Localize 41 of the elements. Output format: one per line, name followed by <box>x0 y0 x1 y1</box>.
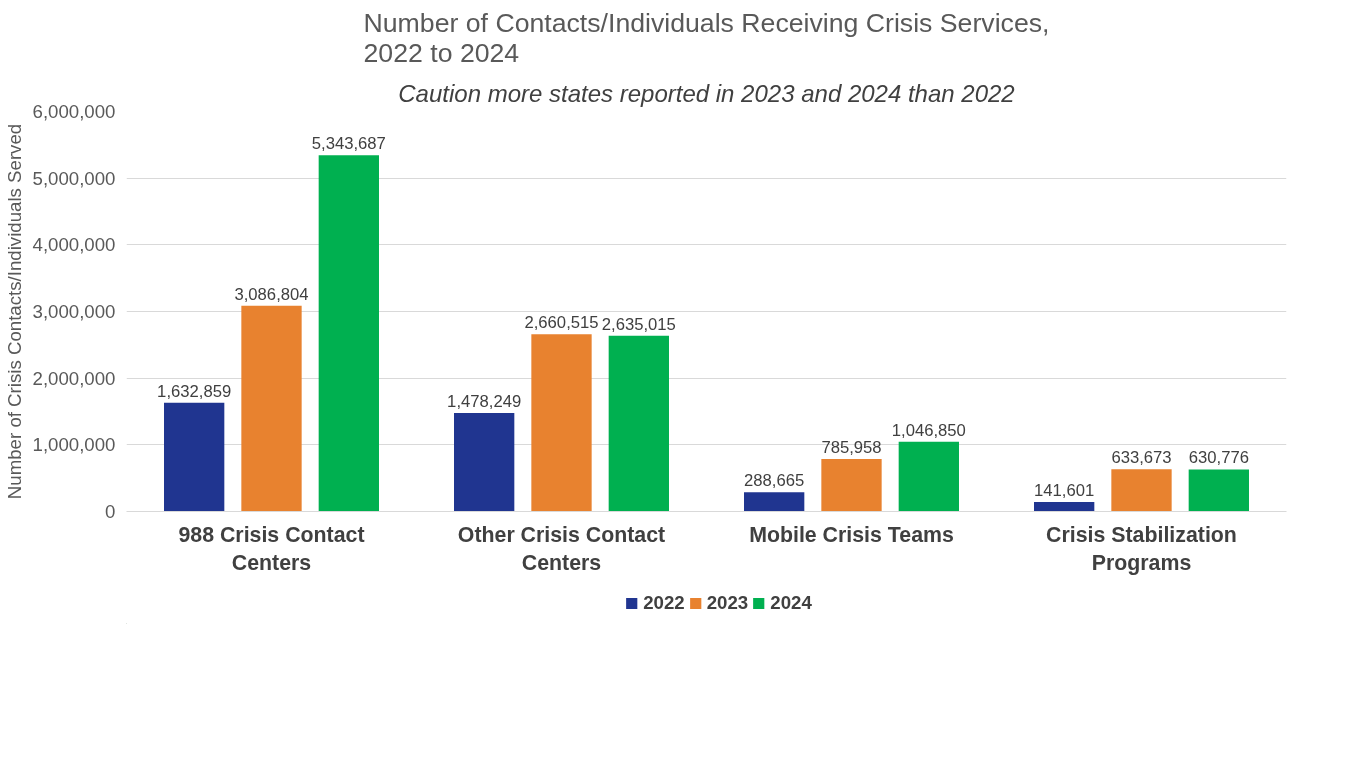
y-tick-label: 4,000,000 <box>32 234 116 256</box>
y-tick-label: 1,000,000 <box>32 434 116 456</box>
y-tick-label: 5,000,000 <box>32 167 116 189</box>
data-label: 3,086,804 <box>234 284 309 304</box>
x-tick-label: Crisis Stabilization Programs <box>1046 522 1237 576</box>
data-label: 785,958 <box>821 438 882 458</box>
chart-subtitle: Caution more states reported in 2023 and 2024 than 2022 <box>398 79 1015 107</box>
bar <box>164 402 225 512</box>
data-label: 2,635,015 <box>601 314 676 334</box>
bar <box>454 412 515 512</box>
data-label: 288,665 <box>744 471 805 491</box>
legend-label: 2024 <box>770 592 812 614</box>
bar <box>744 492 805 512</box>
y-axis-title: Number of Crisis Contacts/Individuals Served <box>3 123 25 500</box>
data-label: 1,632,859 <box>157 381 232 401</box>
bar <box>898 441 959 512</box>
bar <box>1111 469 1172 512</box>
legend-label: 2023 <box>706 592 749 614</box>
data-label: 5,343,687 <box>311 134 386 154</box>
legend-label: 2022 <box>643 592 685 614</box>
bar <box>318 155 379 512</box>
data-label: 2,660,515 <box>524 313 599 333</box>
x-tick-label: Other Crisis Contact Centers <box>457 522 666 576</box>
y-tick-label: 2,000,000 <box>32 367 116 389</box>
data-label: 630,776 <box>1188 448 1249 468</box>
bar <box>1188 469 1249 512</box>
x-tick-label: Mobile Crisis Teams <box>749 522 954 547</box>
bar <box>1034 502 1095 512</box>
x-tick-label: 988 Crisis Contact Centers <box>178 522 365 576</box>
bar <box>241 305 302 512</box>
y-tick-label: 6,000,000 <box>32 101 116 122</box>
data-label: 633,673 <box>1111 448 1172 468</box>
bar <box>821 459 882 512</box>
chart-title: Number of Contacts/Individuals Receiving Crisis Services, 2022 to 2024 <box>363 7 1050 68</box>
bar <box>531 334 592 512</box>
data-label: 1,478,249 <box>447 391 522 411</box>
data-label: 1,046,850 <box>891 420 966 440</box>
data-label: 141,601 <box>1034 481 1095 501</box>
y-tick-label: 0 <box>105 501 116 522</box>
y-tick-label: 3,000,000 <box>32 301 116 322</box>
bar <box>608 335 669 512</box>
